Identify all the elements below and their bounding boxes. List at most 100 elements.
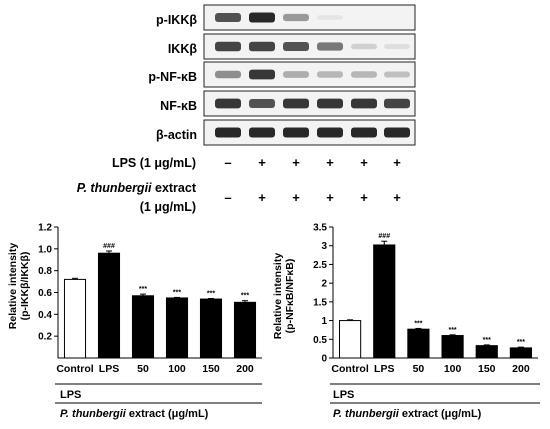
lps-sign-0: –: [224, 155, 231, 170]
extract-sign-4: +: [360, 190, 368, 205]
blot-band-0-1: [249, 12, 275, 23]
chart2-ytick-label-7: 3.5: [313, 223, 327, 234]
blot-band-0-2: [283, 13, 309, 22]
blot-band-2-3: [317, 71, 343, 78]
blot-label-p-ikkb: p-IKKβ: [156, 13, 197, 27]
extract-condition-dose: (1 μg/mL): [140, 200, 196, 214]
blot-label-ikkb: IKKβ: [168, 42, 198, 56]
extract-sign-3: +: [326, 190, 334, 205]
chart1-sig-4: ***: [207, 291, 215, 298]
chart-ikkb: Relative intensity (p-IKKβ/IKKβ) 0.20.40…: [7, 223, 262, 420]
western-blot: p-IKKβ IKKβ p-NF-κB NF-κB β-actin: [148, 4, 416, 146]
chart2-sig-3: ***: [448, 327, 456, 334]
chart2-ytick-label-4: 2: [321, 279, 327, 290]
blot-band-1-4: [351, 43, 377, 50]
chart2-ytick-label-6: 3: [321, 241, 327, 252]
chart2-group-label: LPS: [333, 389, 354, 401]
blot-band-1-3: [317, 42, 343, 51]
blot-band-3-5: [384, 98, 410, 109]
blot-band-0-3: [317, 15, 343, 20]
blot-band-4-5: [384, 127, 410, 138]
chart2-bar-2: [407, 328, 430, 359]
chart2-bar-5: [509, 347, 533, 359]
chart1-group-label: LPS: [60, 389, 81, 401]
chart2-ytick-label-0: 0: [321, 354, 327, 365]
lps-condition-label: LPS (1 μg/mL): [112, 156, 196, 170]
chart1-bar-3: [165, 297, 189, 359]
blot-band-4-2: [283, 127, 309, 138]
extract-condition-label: P. thunbergii extract: [77, 181, 197, 195]
chart1-sig-2: ***: [139, 286, 147, 293]
chart1-category-0: Control: [56, 363, 93, 375]
blot-band-2-2: [283, 71, 309, 78]
extract-condition-word: extract: [152, 181, 197, 195]
lps-sign-2: +: [292, 155, 300, 170]
lps-sign-5: +: [393, 155, 401, 170]
blot-band-2-5: [384, 71, 410, 78]
condition-signs: – + + + + + – + + + + +: [224, 155, 401, 205]
chart2-category-3: 100: [444, 363, 462, 375]
chart2-sig-5: ***: [517, 339, 525, 346]
blot-band-4-1: [249, 127, 275, 138]
chart2-category-4: 150: [478, 363, 496, 375]
blot-band-1-2: [283, 41, 309, 52]
chart1-ylabel-line2: (p-IKKβ/IKKβ): [19, 252, 31, 321]
extract-sign-5: +: [393, 190, 401, 205]
chart1-sig-3: ***: [173, 289, 181, 296]
blot-band-0-0: [215, 12, 241, 23]
extract-sign-2: +: [292, 190, 300, 205]
chart2-xlabel: P. thunbergii extract (μg/mL): [333, 408, 482, 420]
chart1-category-5: 200: [236, 363, 254, 375]
chart2-category-0: Control: [331, 363, 368, 375]
chart1-category-1: LPS: [99, 363, 119, 375]
extract-condition-species: P. thunbergii: [77, 181, 152, 195]
blot-label-b-actin: β-actin: [156, 128, 197, 142]
chart1-ytick-label-5: 1.2: [38, 223, 52, 234]
blot-band-1-0: [215, 41, 241, 52]
chart1-xlabel-species: P. thunbergii: [60, 408, 127, 420]
chart1-ytick-label-0: 0.2: [38, 332, 52, 343]
lps-sign-1: +: [258, 155, 266, 170]
blot-band-1-5: [384, 44, 410, 49]
chart2-sig-4: ***: [483, 337, 491, 344]
chart2-ytick-label-1: 0.5: [313, 335, 327, 346]
chart2-ytick-label-5: 2.5: [313, 260, 327, 271]
chart2-xlabel-species: P. thunbergii: [333, 408, 400, 420]
blot-band-4-0: [215, 127, 241, 138]
chart2-bar-3: [441, 335, 464, 359]
lps-sign-3: +: [326, 155, 334, 170]
lps-sign-4: +: [360, 155, 368, 170]
blot-panels: [203, 4, 416, 146]
chart1-ytick-label-3: 0.8: [38, 266, 52, 277]
chart1-sig-5: ***: [241, 293, 249, 300]
chart2-plot: 0 0.5 1 1.5 2 2.5 3 3.5 Control ### LPS *** 50 *** 100…: [313, 223, 540, 404]
chart2-sig-2: ***: [414, 320, 422, 327]
extract-sign-1: +: [258, 190, 266, 205]
extract-sign-0: –: [224, 190, 231, 205]
blot-band-2-4: [351, 71, 377, 78]
chart1-ytick-label-4: 1.0: [38, 244, 52, 255]
chart2-category-5: 200: [512, 363, 530, 375]
blot-band-2-1: [249, 69, 275, 80]
blot-band-3-4: [351, 98, 377, 109]
chart1-ytick-label-1: 0.4: [38, 310, 52, 321]
chart1-category-4: 150: [202, 363, 220, 375]
blot-band-3-3: [317, 98, 343, 109]
chart2-bar-0: [338, 320, 362, 359]
chart1-plot: 0.2 0.4 0.6 0.8 1.0 1.2 Control ### LPS *** 50 *** 1…: [38, 223, 262, 404]
chart2-ytick-label-2: 1: [321, 316, 327, 327]
blot-label-p-nfkb: p-NF-κB: [148, 70, 197, 84]
treatment-conditions: LPS (1 μg/mL) P. thunbergii extract (1 μ…: [77, 155, 401, 214]
chart1-bar-2: [131, 295, 155, 359]
chart-nfkb: Relative intensity (p-NFκB/NFκB) 0 0.5 1 1.…: [272, 223, 540, 420]
chart2-bar-1: [373, 244, 396, 359]
chart2-category-1: LPS: [374, 363, 394, 375]
chart1-category-3: 100: [168, 363, 186, 375]
chart2-xlabel-rest: extract (μg/mL): [399, 408, 482, 420]
blot-band-4-4: [351, 127, 377, 138]
blot-band-1-1: [249, 41, 275, 52]
chart1-bar-4: [199, 298, 223, 359]
chart1-sig-1: ###: [103, 243, 115, 250]
blot-band-3-2: [283, 98, 309, 109]
